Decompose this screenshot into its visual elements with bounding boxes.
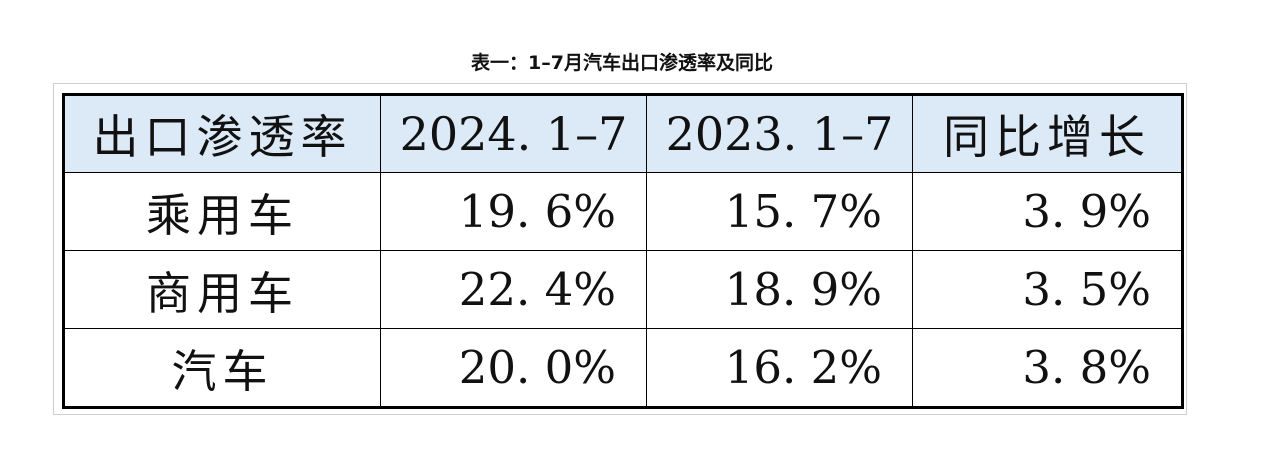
column-header: 2024. 1–7 — [380, 94, 647, 173]
table-cell: 18. 9% — [646, 250, 913, 329]
table-cell: 3. 9% — [912, 172, 1183, 251]
row-label: 乘用车 — [63, 172, 381, 251]
column-header: 2023. 1–7 — [646, 94, 913, 173]
table-cell: 22. 4% — [380, 250, 647, 329]
table-cell: 20. 0% — [380, 328, 647, 408]
row-label: 汽车 — [63, 328, 381, 408]
table-row: 商用车 22. 4% 18. 9% 3. 5% — [63, 250, 1183, 329]
table-cell: 19. 6% — [380, 172, 647, 251]
column-header: 同比增长 — [912, 94, 1183, 173]
penetration-table: 出口渗透率 2024. 1–7 2023. 1–7 同比增长 乘用车 19. 6… — [62, 93, 1184, 409]
table-cell: 3. 8% — [912, 328, 1183, 408]
row-label: 商用车 — [63, 250, 381, 329]
table-cell: 3. 5% — [912, 250, 1183, 329]
table-row: 乘用车 19. 6% 15. 7% 3. 9% — [63, 172, 1183, 251]
table-cell: 15. 7% — [646, 172, 913, 251]
table-caption: 表一：1–7月汽车出口渗透率及同比 — [471, 52, 773, 74]
table-cell: 16. 2% — [646, 328, 913, 408]
header-row: 出口渗透率 2024. 1–7 2023. 1–7 同比增长 — [63, 94, 1183, 173]
column-header: 出口渗透率 — [63, 94, 381, 173]
table-row: 汽车 20. 0% 16. 2% 3. 8% — [63, 328, 1183, 408]
